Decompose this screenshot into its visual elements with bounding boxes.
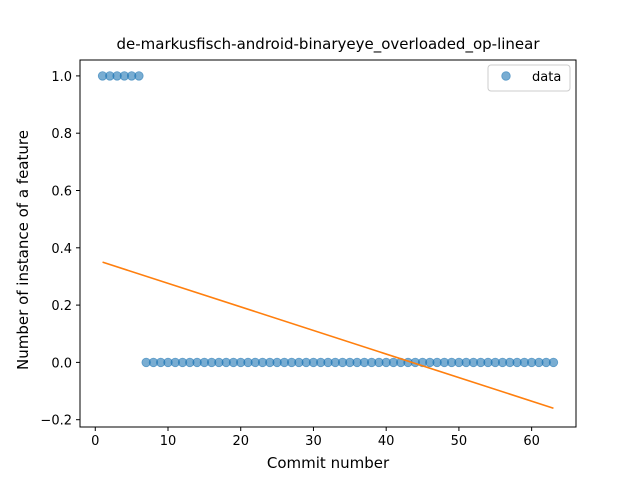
- legend-box: [487, 64, 571, 92]
- y-tick-label: −0.2: [40, 414, 72, 429]
- x-tick-label: 30: [305, 434, 322, 449]
- x-tick-label: 40: [378, 434, 395, 449]
- x-tick-label: 20: [232, 434, 249, 449]
- legend: data: [487, 64, 571, 92]
- y-axis-label: Number of instance of a feature: [14, 130, 32, 370]
- data-point: [548, 357, 559, 368]
- axes-frame: [79, 59, 577, 428]
- chart-title: de-markusfisch-android-binaryeye_overloa…: [116, 35, 540, 54]
- y-tick-label: 0.4: [51, 242, 72, 257]
- data-point: [134, 71, 144, 81]
- x-tick-label: 60: [523, 434, 540, 449]
- y-tick-label: 0.2: [51, 299, 72, 314]
- y-tick-label: 0.8: [51, 127, 72, 142]
- linear-fit-line: [102, 261, 554, 409]
- legend-marker: [501, 71, 511, 81]
- x-tick-label: 10: [160, 434, 177, 449]
- x-axis-label: Commit number: [267, 454, 390, 472]
- plot-area: 0 10 20 30 40 50 60 −0.2 0.0 0.2 0.4 0.6 0.8 1.0 data: [40, 59, 577, 449]
- y-tick-label: 0.0: [51, 356, 72, 371]
- y-tick-label: 0.6: [51, 184, 72, 199]
- x-tick-label: 50: [451, 434, 468, 449]
- legend-label: data: [532, 70, 561, 85]
- x-tick-label: 0: [91, 434, 99, 449]
- y-tick-label: 1.0: [51, 70, 72, 85]
